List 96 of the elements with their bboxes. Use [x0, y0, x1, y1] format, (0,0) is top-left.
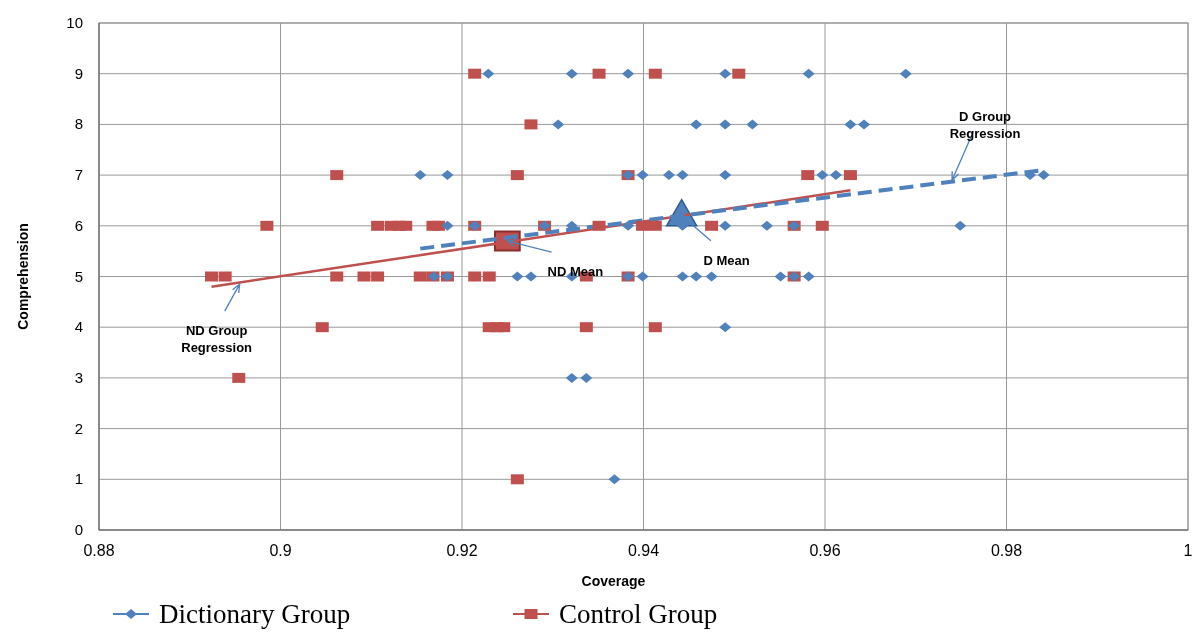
- point: [662, 170, 675, 181]
- point: [648, 322, 662, 333]
- point: [431, 220, 445, 231]
- point: [468, 271, 482, 282]
- point: [399, 220, 413, 231]
- point: [732, 68, 746, 79]
- point: [844, 119, 857, 130]
- point: [524, 119, 538, 130]
- point: [705, 271, 718, 282]
- annotation: D Mean: [703, 252, 750, 268]
- point: [705, 220, 719, 231]
- legend-label: Control Group: [559, 599, 718, 629]
- point: [829, 170, 842, 181]
- point: [802, 271, 815, 282]
- point: [719, 170, 732, 181]
- annotation: ND Mean: [547, 264, 604, 280]
- point: [843, 170, 857, 181]
- point: [357, 271, 371, 282]
- point: [608, 474, 621, 485]
- point: [580, 372, 593, 383]
- point: [232, 372, 246, 383]
- point: [858, 119, 871, 130]
- point: [510, 170, 524, 181]
- point: [565, 372, 578, 383]
- point: [482, 271, 496, 282]
- y-tick-label: 4: [74, 318, 83, 336]
- point: [579, 322, 593, 333]
- point: [510, 474, 524, 485]
- annotation: ND Group Regression: [181, 323, 253, 356]
- point: [497, 322, 511, 333]
- y-tick-label: 5: [74, 267, 83, 285]
- annotation: D Group Regression: [949, 109, 1021, 142]
- x-tick-label: 1: [1183, 542, 1193, 559]
- point: [815, 220, 829, 231]
- x-tick-label: 0.94: [627, 542, 660, 559]
- point: [648, 220, 662, 231]
- x-tick-label: 0.98: [990, 542, 1023, 559]
- y-tick-label: 1: [74, 470, 83, 488]
- point: [205, 271, 219, 282]
- point: [816, 170, 829, 181]
- point: [565, 68, 578, 79]
- point: [371, 271, 385, 282]
- y-tick-label: 6: [74, 216, 83, 234]
- point: [592, 68, 606, 79]
- x-tick-label: 0.92: [446, 542, 478, 559]
- point: [414, 170, 427, 181]
- point: [676, 271, 689, 282]
- x-tick-label: 0.96: [809, 542, 841, 559]
- point: [746, 119, 759, 130]
- point: [774, 271, 787, 282]
- point: [371, 220, 385, 231]
- y-tick-label: 0: [74, 521, 83, 538]
- point: [719, 68, 732, 79]
- point: [636, 220, 650, 231]
- point: [636, 271, 649, 282]
- y-tick-label: 9: [74, 64, 83, 82]
- y-tick-label: 2: [74, 419, 83, 437]
- point: [719, 220, 732, 231]
- point: [954, 220, 967, 231]
- point: [802, 68, 815, 79]
- point: [648, 68, 662, 79]
- legend-label: Dictionary Group: [159, 599, 351, 629]
- point: [330, 170, 344, 181]
- x-tick-label: 0.88: [83, 542, 115, 559]
- point: [524, 271, 537, 282]
- point: [482, 68, 495, 79]
- point: [719, 119, 732, 130]
- point: [636, 170, 649, 181]
- y-tick-label: 7: [74, 166, 83, 184]
- point: [468, 68, 482, 79]
- point: [330, 271, 344, 282]
- point: [719, 322, 732, 333]
- point: [413, 271, 427, 282]
- point: [511, 271, 524, 282]
- point: [1037, 170, 1050, 181]
- y-tick-label: 10: [66, 14, 83, 31]
- x-tick-label: 0.9: [269, 542, 292, 559]
- point: [218, 271, 232, 282]
- y-tick-label: 3: [74, 368, 83, 386]
- point: [315, 322, 329, 333]
- point: [899, 68, 912, 79]
- point: [801, 170, 815, 181]
- point: [592, 220, 606, 231]
- y-tick-label: 8: [74, 115, 83, 133]
- point: [552, 119, 565, 130]
- point: [760, 220, 773, 231]
- point: [690, 271, 703, 282]
- point: [676, 170, 689, 181]
- point: [690, 119, 703, 130]
- x-axis-title: Coverage: [581, 573, 646, 589]
- point: [260, 220, 274, 231]
- point: [622, 68, 635, 79]
- point: [441, 220, 454, 231]
- point: [622, 220, 635, 231]
- y-axis-title: Comprehension: [15, 223, 31, 330]
- point: [441, 170, 454, 181]
